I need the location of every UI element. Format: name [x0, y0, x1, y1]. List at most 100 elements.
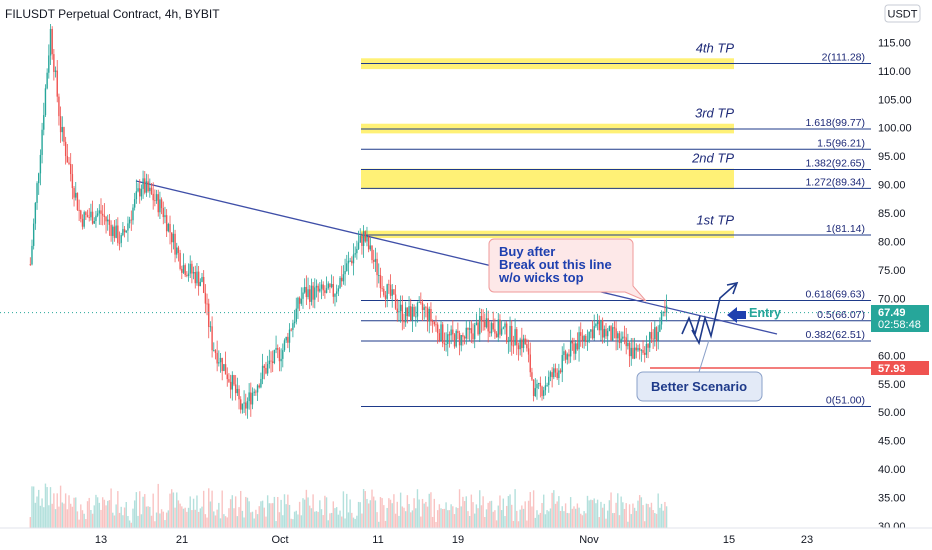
volume-bar	[123, 507, 126, 528]
candle-body	[637, 347, 639, 351]
volume-bar	[404, 511, 407, 528]
volume-bar	[479, 490, 481, 528]
volume-bar	[606, 510, 609, 528]
volume-bar	[32, 486, 35, 528]
volume-bar	[103, 499, 106, 528]
volume-bar	[177, 500, 180, 528]
price-axis[interactable]: 115.00 110.00 105.00 100.00 95.00 90.00 85.00 8…	[878, 37, 912, 533]
candle-body	[174, 233, 176, 255]
candle-body	[234, 384, 237, 394]
candle-body	[463, 336, 466, 339]
volume-bar	[436, 510, 439, 528]
candle-body	[305, 286, 308, 298]
projection-path	[681, 281, 739, 346]
candle-body	[186, 275, 188, 277]
volume-bar	[635, 510, 637, 528]
volume-bar	[96, 497, 99, 528]
volume-bar	[585, 513, 587, 528]
currency-button[interactable]: USDT	[884, 4, 921, 23]
candle-body	[654, 327, 656, 340]
candle-body	[287, 336, 289, 343]
volume-bar	[330, 512, 333, 528]
volume-bar	[325, 497, 328, 528]
candle-body	[477, 322, 479, 335]
descending-trendline[interactable]	[135, 180, 778, 335]
candle-body	[177, 247, 180, 253]
volume-bar	[145, 506, 148, 528]
currency-button-label[interactable]: USDT	[888, 9, 918, 21]
volume-bar	[465, 496, 467, 528]
candle-body	[564, 351, 567, 360]
candle-body	[347, 260, 350, 264]
volume-bar	[197, 511, 200, 528]
candle-body	[265, 367, 267, 374]
candle-body	[197, 271, 200, 287]
price-tick: 85.00	[878, 208, 906, 220]
volume-bar	[657, 493, 659, 528]
volume-bar	[600, 501, 602, 528]
candle-body	[315, 285, 318, 288]
stop-price-value: 57.93	[878, 363, 906, 375]
candle-body	[91, 211, 94, 224]
fib-label: 1.618(99.77)	[805, 117, 865, 129]
candle-body	[86, 214, 89, 218]
volume-bar	[647, 503, 649, 528]
volume-bar	[398, 515, 400, 528]
candle-body	[544, 385, 547, 391]
candle-body	[245, 402, 247, 409]
candle-body	[433, 321, 435, 325]
candle-body	[263, 365, 265, 368]
candle-body	[34, 202, 37, 224]
candle-body	[366, 237, 368, 242]
candle-body	[105, 216, 107, 222]
candle-body	[213, 350, 215, 352]
volume-bar	[640, 497, 643, 528]
candle-body	[43, 115, 45, 130]
volume-bar	[445, 502, 447, 528]
volume-bar	[167, 510, 170, 528]
candle-body	[110, 224, 112, 236]
volume-bar	[359, 502, 361, 528]
time-axis[interactable]: 13 21 Oct 11 19 Nov 15 23	[95, 534, 813, 546]
volume-bar	[531, 506, 533, 528]
candle-body	[527, 348, 530, 355]
candle-body	[391, 289, 393, 296]
candle-body	[157, 194, 159, 213]
volume-bar	[474, 513, 476, 528]
volume-bar	[644, 521, 646, 528]
candle-body	[618, 333, 621, 344]
volume-bar	[351, 512, 353, 528]
volume-bar	[214, 515, 217, 528]
candle-body	[101, 213, 104, 216]
volume-bar	[489, 501, 491, 528]
price-tick: 70.00	[878, 293, 906, 305]
candle-body	[302, 292, 304, 299]
volume-bar	[583, 511, 585, 528]
candle-body	[100, 210, 102, 214]
volume-bar	[627, 521, 629, 528]
volume-bar	[633, 507, 636, 528]
volume-bar	[95, 494, 97, 528]
volume-bar	[393, 494, 395, 528]
volume-bar	[53, 493, 55, 528]
volume-bar	[367, 503, 370, 528]
candle-body	[39, 154, 42, 174]
volume-bar	[128, 520, 131, 528]
candle-body	[282, 350, 284, 359]
price-tick: 60.00	[878, 350, 906, 362]
volume-bar	[458, 489, 461, 528]
candle-body	[154, 200, 156, 202]
candle-body	[243, 402, 245, 404]
volume-bar	[285, 504, 287, 528]
volume-bar	[105, 505, 107, 528]
volume-bar	[659, 507, 661, 528]
volume-bar	[460, 506, 462, 528]
candle-body	[209, 326, 212, 328]
volume-bar	[221, 490, 223, 528]
volume-bar	[130, 522, 132, 528]
candle-body	[460, 335, 462, 346]
candle-body	[416, 302, 419, 317]
volume-bar	[122, 515, 124, 528]
volume-bar	[573, 506, 575, 528]
